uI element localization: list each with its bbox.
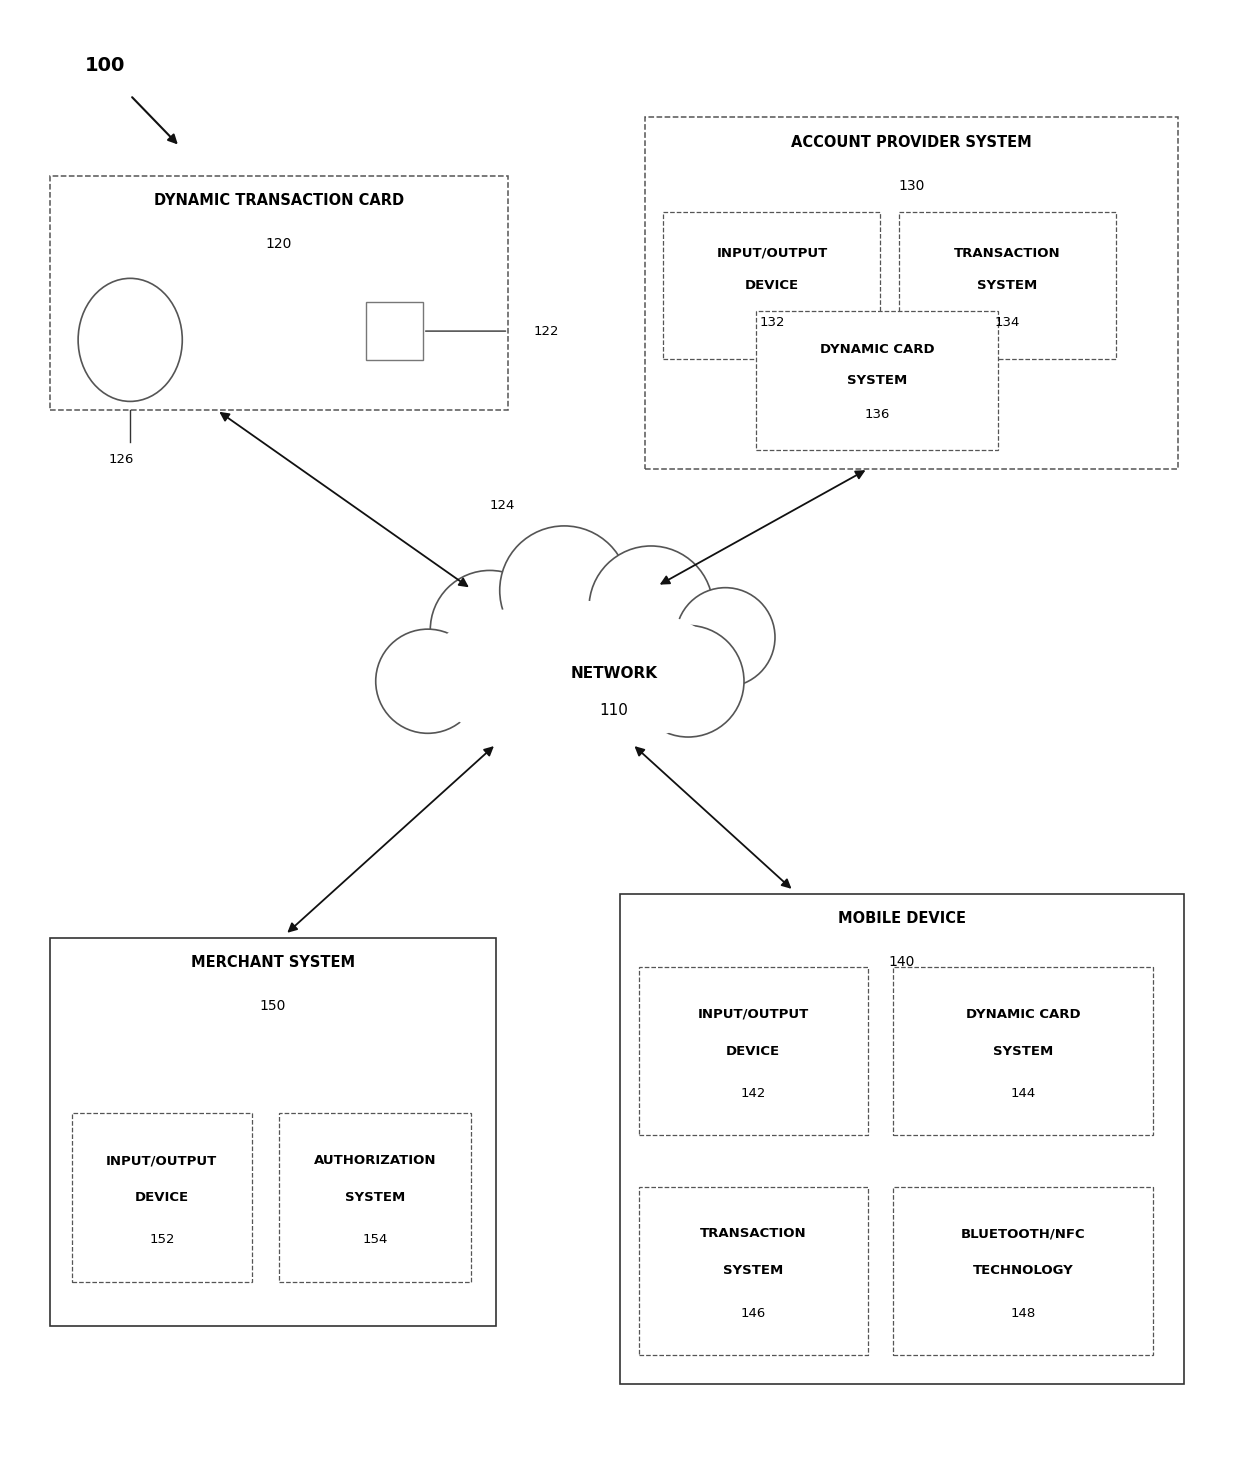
Text: SYSTEM: SYSTEM (723, 1264, 784, 1277)
Bar (899, 212, 1116, 359)
Ellipse shape (376, 628, 480, 734)
Text: 120: 120 (265, 237, 293, 252)
Text: 100: 100 (86, 57, 125, 75)
Ellipse shape (511, 621, 630, 741)
Text: DYNAMIC TRANSACTION CARD: DYNAMIC TRANSACTION CARD (154, 193, 404, 208)
Text: ACCOUNT PROVIDER SYSTEM: ACCOUNT PROVIDER SYSTEM (791, 135, 1032, 149)
Text: DYNAMIC CARD: DYNAMIC CARD (820, 343, 935, 356)
Text: AUTHORIZATION: AUTHORIZATION (314, 1154, 436, 1168)
Ellipse shape (430, 570, 549, 690)
Text: 142: 142 (740, 1087, 766, 1100)
Text: 136: 136 (864, 409, 890, 422)
FancyArrowPatch shape (636, 747, 790, 888)
FancyArrowPatch shape (133, 97, 176, 142)
Bar (893, 967, 1153, 1135)
Text: TRANSACTION: TRANSACTION (955, 248, 1060, 259)
Bar (50, 938, 496, 1326)
Circle shape (78, 278, 182, 401)
Text: NETWORK: NETWORK (570, 667, 657, 681)
Ellipse shape (589, 546, 713, 670)
Text: 124: 124 (490, 500, 515, 511)
Bar (639, 1187, 868, 1355)
Bar (366, 302, 423, 360)
FancyArrowPatch shape (221, 413, 467, 586)
Bar (756, 311, 998, 450)
Text: MOBILE DEVICE: MOBILE DEVICE (838, 911, 966, 926)
Text: TECHNOLOGY: TECHNOLOGY (972, 1264, 1074, 1277)
FancyArrowPatch shape (289, 747, 492, 932)
Ellipse shape (632, 626, 744, 737)
Text: 122: 122 (533, 325, 559, 337)
Text: INPUT/OUTPUT: INPUT/OUTPUT (717, 248, 827, 259)
Text: DEVICE: DEVICE (135, 1191, 188, 1204)
Bar (279, 1113, 471, 1282)
Text: BLUETOOTH/NFC: BLUETOOTH/NFC (961, 1228, 1085, 1241)
Text: DEVICE: DEVICE (727, 1045, 780, 1058)
Text: DEVICE: DEVICE (745, 280, 799, 292)
Bar (620, 894, 1184, 1384)
Text: SYSTEM: SYSTEM (977, 280, 1038, 292)
Ellipse shape (422, 601, 732, 747)
Text: 140: 140 (889, 955, 915, 970)
Text: 130: 130 (898, 179, 925, 193)
Text: SYSTEM: SYSTEM (847, 374, 908, 387)
Ellipse shape (676, 587, 775, 687)
Text: 152: 152 (149, 1234, 175, 1247)
Bar (50, 176, 508, 410)
Bar (639, 967, 868, 1135)
Bar (645, 117, 1178, 469)
Text: 126: 126 (109, 453, 134, 466)
Text: SYSTEM: SYSTEM (345, 1191, 405, 1204)
Bar (72, 1113, 252, 1282)
Text: 146: 146 (740, 1307, 766, 1320)
Text: DYNAMIC CARD: DYNAMIC CARD (966, 1008, 1080, 1021)
Text: TRANSACTION: TRANSACTION (701, 1228, 806, 1241)
Text: 154: 154 (362, 1234, 388, 1247)
Bar (663, 212, 880, 359)
Text: 134: 134 (994, 316, 1021, 328)
FancyArrowPatch shape (661, 472, 864, 583)
Text: INPUT/OUTPUT: INPUT/OUTPUT (107, 1154, 217, 1168)
Text: 148: 148 (1011, 1307, 1035, 1320)
Text: 110: 110 (599, 703, 629, 718)
Text: 144: 144 (1011, 1087, 1035, 1100)
Text: 132: 132 (759, 316, 785, 328)
Ellipse shape (500, 526, 629, 655)
Text: MERCHANT SYSTEM: MERCHANT SYSTEM (191, 955, 355, 970)
Text: SYSTEM: SYSTEM (993, 1045, 1053, 1058)
Bar (893, 1187, 1153, 1355)
Text: INPUT/OUTPUT: INPUT/OUTPUT (698, 1008, 808, 1021)
Text: 150: 150 (259, 999, 286, 1014)
